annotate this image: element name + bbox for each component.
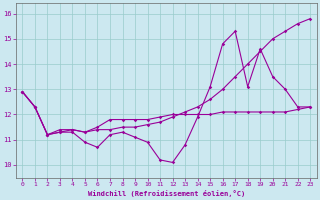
X-axis label: Windchill (Refroidissement éolien,°C): Windchill (Refroidissement éolien,°C) [88, 190, 245, 197]
